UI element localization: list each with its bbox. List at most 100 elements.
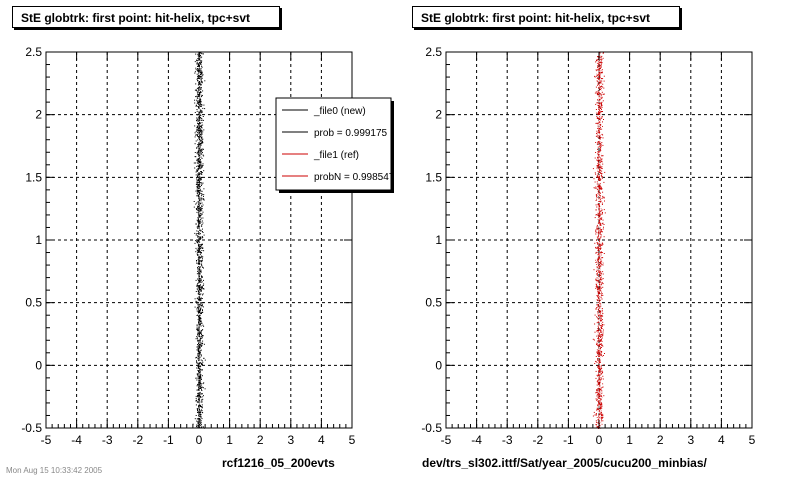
data-point	[199, 418, 201, 420]
data-point	[202, 340, 204, 342]
data-point	[595, 186, 597, 188]
data-point	[600, 290, 602, 292]
data-point	[603, 93, 605, 95]
data-point	[200, 345, 202, 347]
data-point	[198, 318, 200, 320]
data-point	[599, 321, 601, 323]
data-point	[198, 258, 200, 260]
data-point	[597, 123, 599, 125]
data-point	[597, 237, 599, 239]
data-point	[601, 401, 603, 403]
x-tick-label: -1	[563, 433, 574, 447]
data-point	[202, 398, 204, 400]
data-point	[599, 328, 601, 330]
data-point	[599, 373, 601, 375]
data-point	[200, 63, 202, 65]
data-point	[198, 389, 199, 390]
data-point	[201, 73, 203, 74]
data-point	[597, 388, 599, 390]
data-point	[595, 420, 597, 422]
data-point	[599, 312, 601, 314]
data-point	[597, 229, 599, 231]
data-point	[196, 195, 198, 196]
data-point	[595, 419, 596, 421]
data-point	[595, 230, 597, 232]
data-point	[598, 96, 600, 98]
data-point	[200, 354, 202, 356]
data-point	[203, 250, 205, 252]
data-point	[198, 271, 200, 273]
data-point	[597, 305, 599, 307]
data-point	[600, 226, 601, 228]
data-point	[601, 80, 603, 82]
data-point	[198, 115, 200, 117]
data-point	[599, 265, 601, 267]
data-point	[600, 217, 602, 219]
data-point	[600, 148, 601, 150]
data-point	[197, 58, 199, 60]
data-point	[201, 148, 203, 150]
data-point	[600, 422, 602, 424]
data-point	[593, 339, 595, 341]
data-point	[197, 106, 199, 107]
data-point	[601, 244, 603, 246]
data-point	[600, 107, 602, 109]
data-point	[200, 119, 202, 121]
data-point	[194, 89, 196, 91]
data-point	[596, 269, 598, 271]
data-point	[601, 390, 603, 392]
data-point	[198, 368, 200, 369]
data-point	[599, 355, 601, 357]
data-point	[596, 143, 598, 145]
data-point	[599, 344, 601, 346]
data-point	[601, 246, 603, 248]
data-point	[198, 232, 200, 234]
data-point	[197, 66, 199, 67]
data-point	[200, 376, 202, 378]
data-point	[600, 352, 602, 354]
data-point	[600, 353, 602, 355]
data-point	[600, 270, 602, 272]
data-point	[197, 267, 199, 268]
data-point	[201, 250, 203, 251]
data-point	[600, 339, 602, 341]
data-point	[599, 157, 601, 159]
data-point	[600, 235, 602, 237]
data-point	[600, 98, 602, 100]
data-point	[199, 150, 201, 152]
data-point	[197, 250, 199, 252]
data-point	[194, 306, 196, 308]
data-point	[600, 82, 602, 84]
data-point	[599, 227, 601, 229]
data-point	[601, 72, 602, 74]
data-point	[600, 399, 602, 401]
data-point	[197, 65, 199, 67]
data-point	[598, 192, 600, 194]
data-point	[600, 318, 602, 320]
data-point	[200, 111, 201, 113]
data-point	[597, 92, 599, 94]
data-point	[198, 333, 200, 335]
data-point	[201, 208, 203, 210]
data-point	[596, 167, 598, 169]
data-point	[600, 245, 601, 247]
data-point	[602, 243, 604, 245]
data-point	[198, 125, 200, 126]
data-point	[598, 401, 600, 402]
data-point	[597, 399, 599, 401]
data-point	[195, 67, 197, 69]
data-point	[200, 124, 202, 126]
data-point	[200, 350, 202, 352]
data-point	[202, 232, 204, 233]
data-point	[596, 228, 598, 230]
data-point	[196, 260, 197, 261]
data-point	[598, 135, 600, 137]
data-point	[600, 218, 602, 220]
data-point	[200, 414, 202, 416]
data-point	[601, 310, 602, 312]
data-point	[204, 359, 206, 361]
data-point	[201, 360, 203, 362]
data-point	[593, 269, 595, 271]
data-point	[198, 343, 199, 345]
data-point	[195, 399, 197, 401]
